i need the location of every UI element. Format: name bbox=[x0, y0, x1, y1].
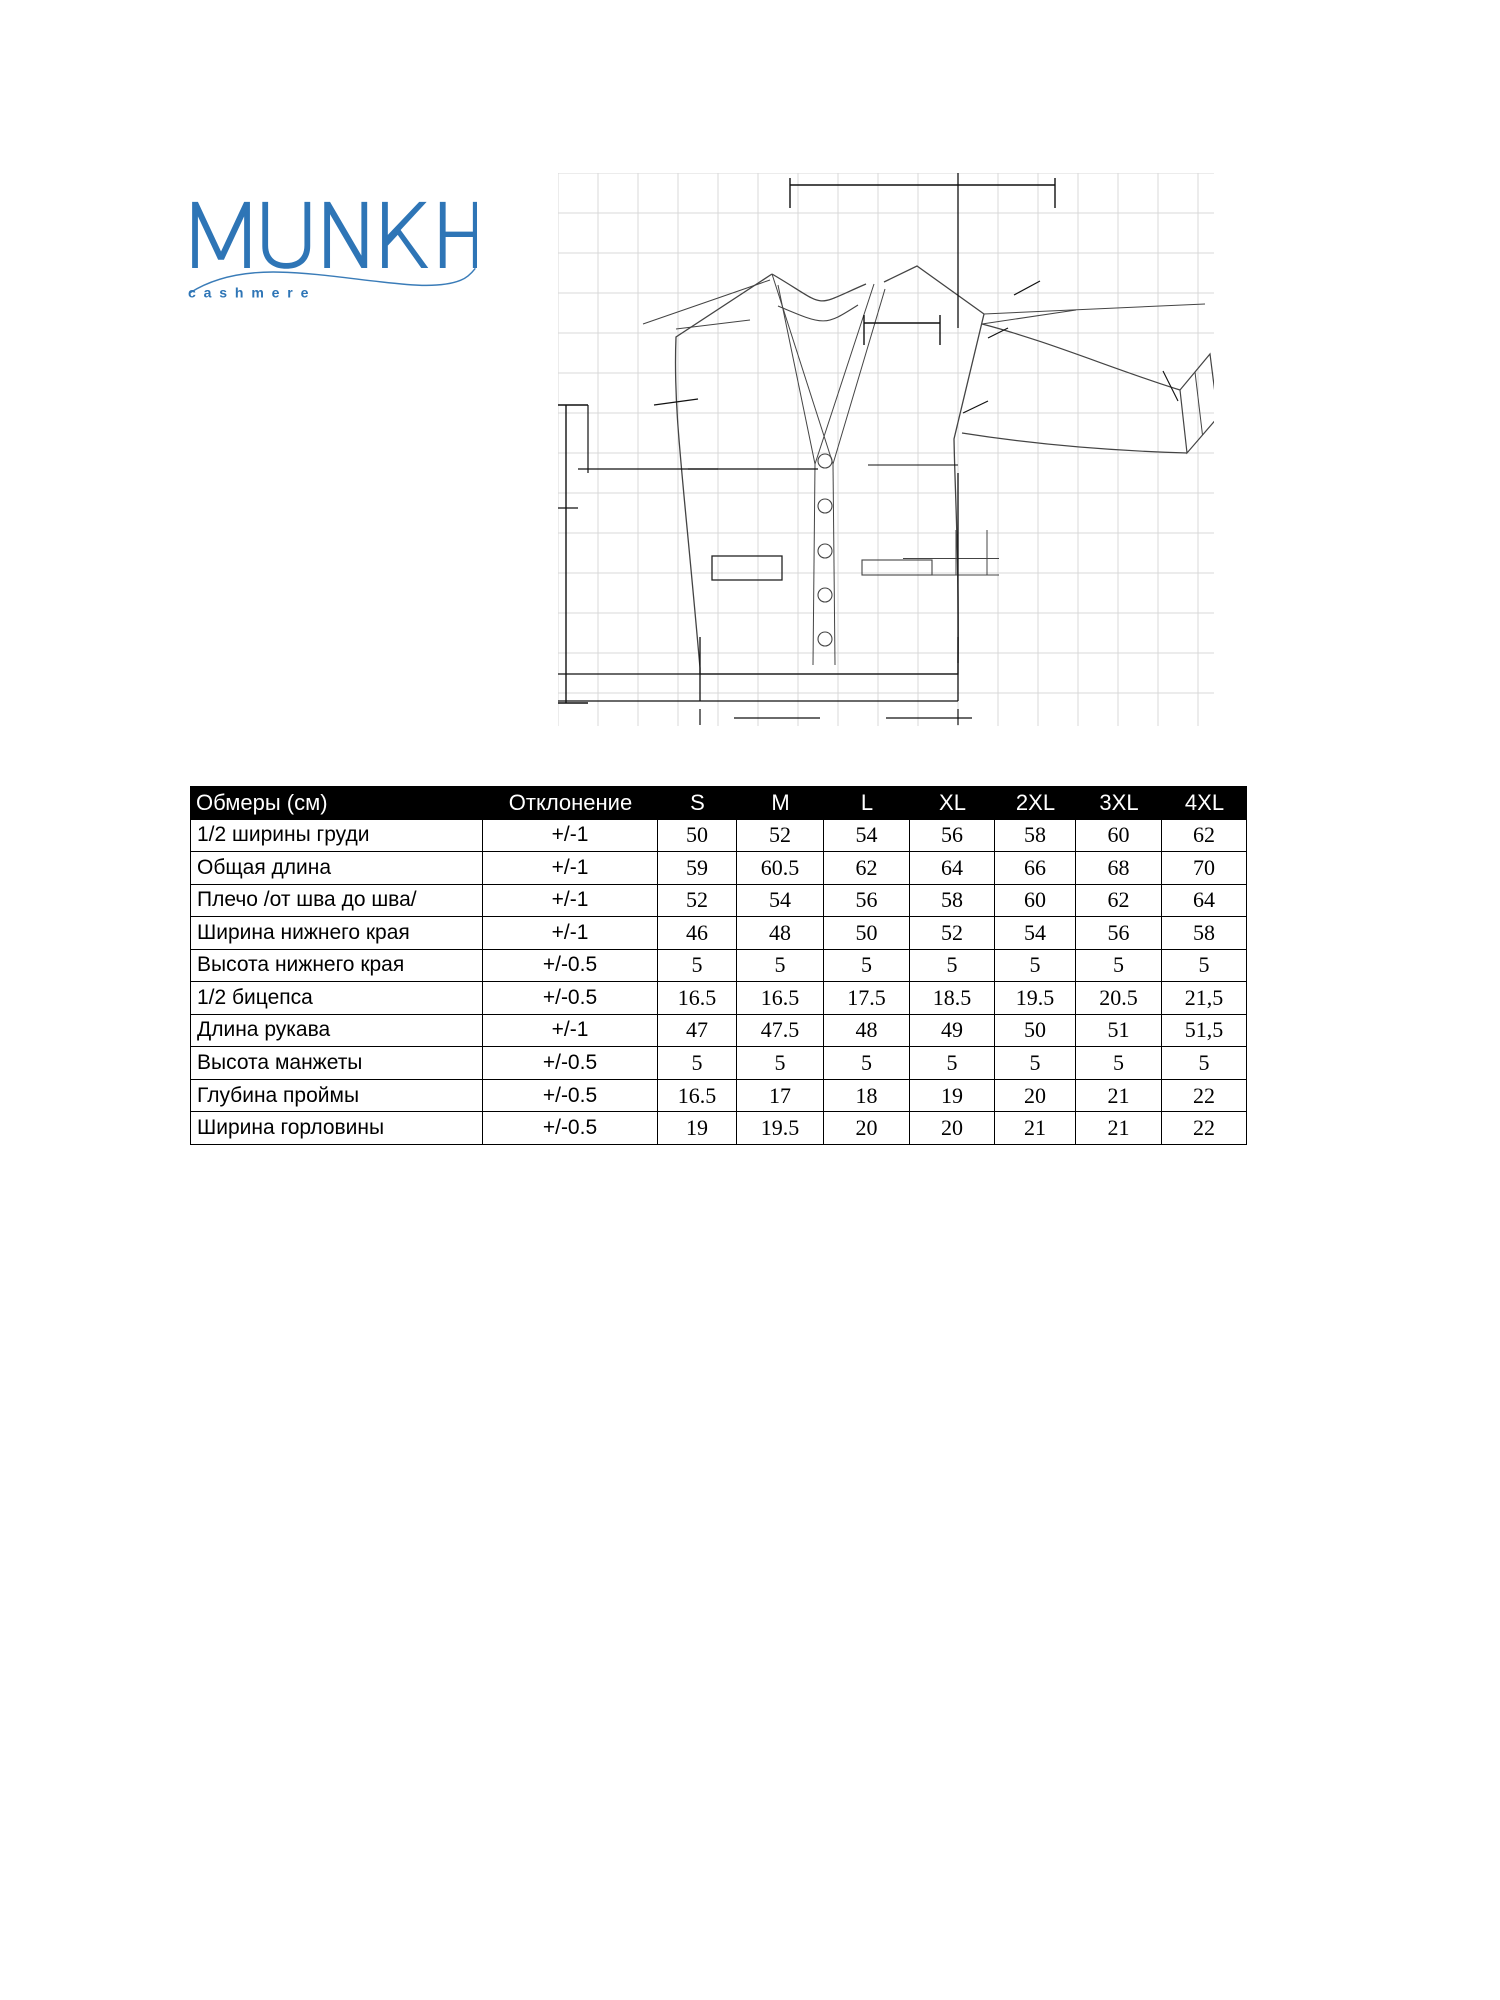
svg-text:cashmere: cashmere bbox=[188, 285, 316, 301]
